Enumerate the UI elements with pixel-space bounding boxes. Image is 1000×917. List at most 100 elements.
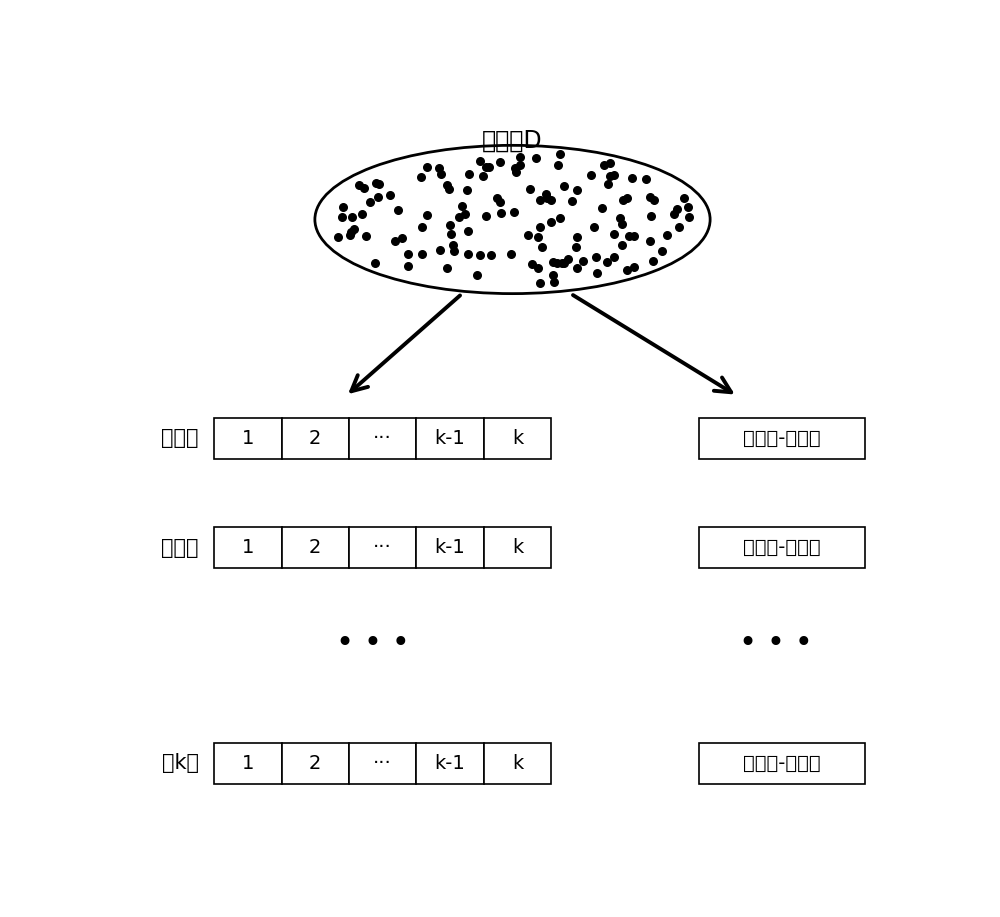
Point [343,225,359,239]
Point [546,275,562,290]
Point [524,256,540,271]
Point [419,160,435,174]
Point [534,239,550,254]
Point [543,193,559,208]
Point [492,155,508,170]
Point [335,200,351,215]
Point [459,183,475,198]
Point [512,150,528,165]
Point [538,187,554,202]
Bar [698,527,865,569]
Point [556,256,572,271]
Point [394,231,410,246]
Point [508,164,524,179]
Bar [214,743,282,784]
Bar [416,743,484,784]
Point [342,227,358,242]
Point [441,182,457,196]
Point [371,176,387,191]
Text: 1: 1 [242,429,254,447]
Point [614,216,630,231]
Point [492,194,508,209]
Point [522,182,538,196]
Point [669,202,685,216]
Point [432,243,448,258]
Point [626,229,642,244]
Bar [416,527,484,569]
Point [390,203,406,217]
Point [413,170,429,184]
Point [451,209,467,224]
Point [446,244,462,259]
Text: 2: 2 [309,429,321,447]
Point [626,260,642,274]
Bar [349,743,416,784]
Point [569,260,585,275]
Bar [214,527,282,569]
Point [400,259,416,273]
Point [539,190,555,204]
Point [614,238,630,252]
Text: k-1: k-1 [435,538,465,558]
Point [414,220,430,235]
Point [433,166,449,181]
Point [478,160,494,174]
Point [382,188,398,203]
Point [619,262,635,277]
Point [532,276,548,291]
Point [356,181,372,195]
Point [575,253,591,268]
Point [615,193,631,207]
Point [368,175,384,190]
Point [344,210,360,225]
Point [387,233,403,248]
Point [532,193,548,207]
Point [489,191,505,205]
Text: k-1: k-1 [435,754,465,773]
Bar [698,418,865,458]
Point [528,150,544,165]
Point [638,171,654,186]
Point [624,171,640,185]
Point [602,169,618,183]
Point [530,261,546,276]
Point [646,193,662,207]
Point [599,255,615,270]
Point [568,239,584,254]
Point [532,219,548,234]
Text: ···: ··· [373,538,392,558]
Text: k-1: k-1 [435,429,465,447]
Point [442,218,458,233]
Point [461,167,477,182]
Point [506,204,522,219]
Point [549,255,565,270]
Point [569,182,585,197]
Ellipse shape [315,145,710,293]
Point [481,160,497,174]
Bar [416,418,484,458]
Point [552,147,568,161]
Point [400,247,416,261]
Point [351,177,367,192]
Point [472,249,488,263]
Text: 第一折: 第一折 [161,428,199,448]
Point [478,209,494,224]
Text: k: k [512,754,523,773]
Point [545,255,561,270]
Bar [282,527,349,569]
Point [666,207,682,222]
Text: 样本集-训练集: 样本集-训练集 [743,429,821,447]
Point [483,249,499,263]
Point [645,254,661,269]
Point [606,226,622,241]
Point [330,230,346,245]
Text: 样本集-训练集: 样本集-训练集 [743,754,821,773]
Text: 样本集-训练集: 样本集-训练集 [743,538,821,558]
Point [588,249,604,264]
Point [334,210,350,225]
Point [457,206,473,221]
Text: ···: ··· [373,754,392,773]
Text: k: k [512,538,523,558]
Bar [282,743,349,784]
Point [550,158,566,172]
